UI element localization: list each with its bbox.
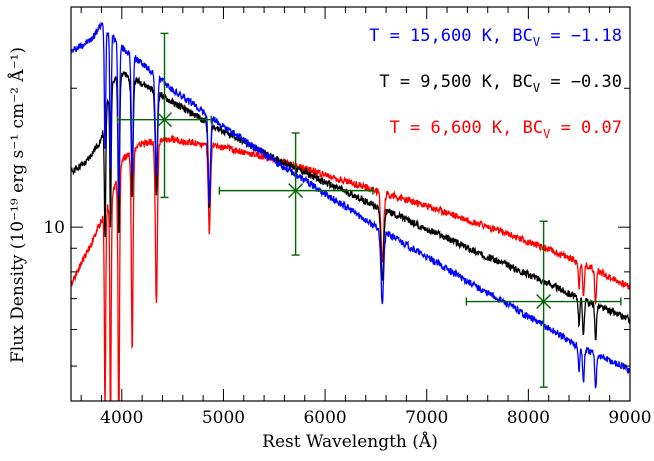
x-tick-label: 7000 — [405, 408, 448, 428]
y-axis-title: Flux Density (10⁻¹⁹ erg s⁻¹ cm⁻² Å⁻¹) — [7, 47, 28, 363]
x-tick-label: 4000 — [100, 408, 143, 428]
legend: T = 15,600 K, BCV = −1.18 T = 9,500 K, BC… — [369, 26, 622, 141]
legend-entry-0: T = 15,600 K, BCV = −1.18 — [369, 26, 622, 49]
x-marker — [288, 183, 304, 199]
legend-entry-2: T = 6,600 K, BCV = 0.07 — [390, 118, 622, 141]
plot-frame — [70, 6, 631, 402]
x-axis-title: Rest Wavelength (Å) — [262, 431, 438, 452]
x-tick-label: 8000 — [507, 408, 550, 428]
y-tick-label: 10 — [43, 218, 65, 238]
x-marker — [157, 112, 173, 128]
spectrum-line-2 — [71, 134, 630, 401]
photometry-point-1 — [218, 132, 374, 256]
photometry-layer — [117, 32, 622, 388]
legend-entry-1: T = 9,500 K, BCV = −0.30 — [379, 72, 622, 95]
x-tick-label: 6000 — [303, 408, 346, 428]
photometry-point-0 — [117, 32, 212, 199]
tick-layer: 4000 5000 6000 7000 8000 9000 10 — [43, 6, 652, 428]
x-tick-label: 5000 — [202, 408, 245, 428]
photometry-point-2 — [465, 220, 622, 388]
x-tick-label: 9000 — [608, 408, 651, 428]
x-marker — [536, 294, 552, 310]
